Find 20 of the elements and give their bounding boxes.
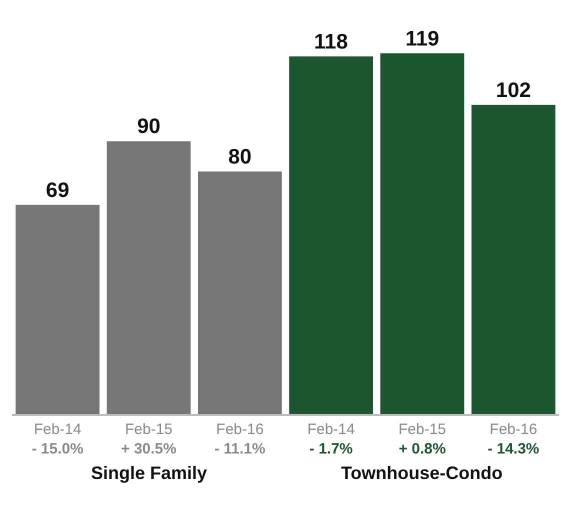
x-tick-label: Feb-15 + 0.8% xyxy=(398,421,446,458)
x-tick-label: Feb-16 - 14.3% xyxy=(488,421,540,458)
bar xyxy=(198,172,282,414)
data-label: 102 xyxy=(496,78,531,102)
bar xyxy=(471,104,556,414)
x-tick-label: Feb-15 + 30.5% xyxy=(121,421,176,458)
x-tick-label: Feb-14 - 1.7% xyxy=(307,421,355,458)
text: Single Family xyxy=(91,463,208,483)
bar xyxy=(289,56,374,414)
data-label: 69 xyxy=(46,178,70,202)
data-label: 119 xyxy=(405,27,440,50)
data-label: 80 xyxy=(228,146,252,168)
text: Townhouse-Condo xyxy=(341,463,503,483)
data-label: 118 xyxy=(314,30,348,54)
bar xyxy=(106,141,191,414)
x-tick-label: Feb-14 - 15.0% xyxy=(32,421,84,458)
bar xyxy=(16,204,100,414)
data-label: 90 xyxy=(137,115,160,138)
x-tick-label: Feb-16 - 11.1% xyxy=(214,421,266,458)
bar xyxy=(380,53,464,414)
